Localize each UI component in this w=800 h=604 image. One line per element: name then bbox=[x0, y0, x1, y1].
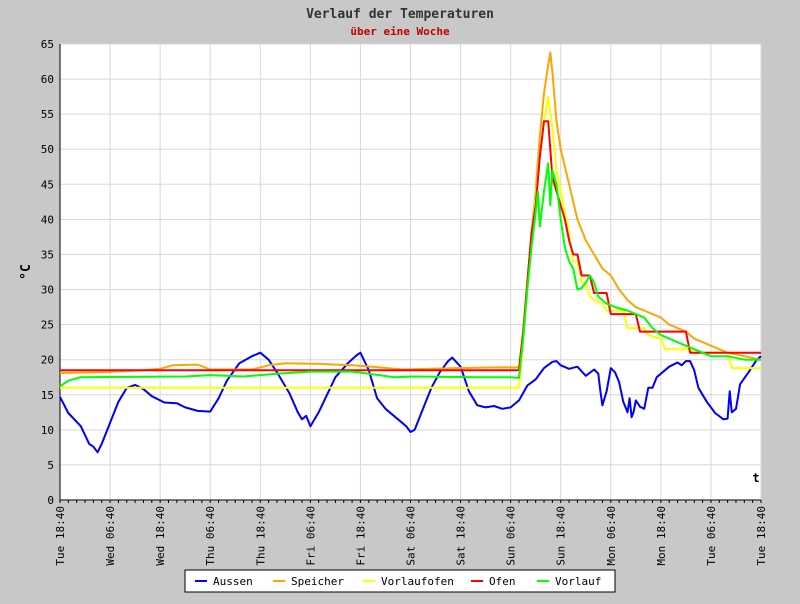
chart-subtitle: über eine Woche bbox=[350, 25, 450, 38]
legend-label-vorlaufofen: Vorlaufofen bbox=[381, 575, 454, 588]
x-axis-label: t bbox=[752, 471, 759, 485]
y-tick-label: 65 bbox=[41, 38, 54, 51]
y-tick-label: 25 bbox=[41, 319, 54, 332]
x-tick-label: Fri 06:40 bbox=[304, 506, 317, 566]
y-tick-label: 30 bbox=[41, 284, 54, 297]
series-line-ofen bbox=[60, 120, 761, 372]
x-tick-label: Sat 06:40 bbox=[405, 506, 418, 566]
grid-lines bbox=[59, 43, 762, 501]
x-tick-label: Wed 06:40 bbox=[104, 506, 117, 566]
legend-label-aussen: Aussen bbox=[213, 575, 253, 588]
legend: Aussen Speicher Vorlaufofen Ofen Vorlauf bbox=[184, 569, 616, 593]
y-axis-label: °C bbox=[19, 264, 34, 280]
legend-label-speicher: Speicher bbox=[291, 575, 344, 588]
x-tick-label: Fri 18:40 bbox=[354, 506, 367, 566]
x-tick-label: Sat 18:40 bbox=[455, 506, 468, 566]
x-tick-label: Mon 06:40 bbox=[605, 506, 618, 566]
x-tick-label: Thu 18:40 bbox=[254, 506, 267, 566]
x-tick-label: Mon 18:40 bbox=[655, 506, 668, 566]
chart-title: Verlauf der Temperaturen bbox=[306, 7, 494, 22]
y-tick-label: 40 bbox=[41, 213, 54, 226]
y-tick-label: 60 bbox=[41, 73, 54, 86]
legend-label-vorlauf: Vorlauf bbox=[555, 575, 601, 588]
y-tick-label: 15 bbox=[41, 389, 54, 402]
x-tick-label: Thu 06:40 bbox=[204, 506, 217, 566]
axes: 0 5 10 15 20 25 30 35 40 45 50 55 60 65 Tue 18:40 Wed 0… bbox=[41, 38, 768, 566]
y-tick-label: 35 bbox=[41, 248, 54, 261]
y-tick-label: 5 bbox=[47, 459, 54, 472]
y-tick-label: 10 bbox=[41, 424, 54, 437]
legend-box bbox=[184, 569, 616, 593]
y-tick-label: 55 bbox=[41, 108, 54, 121]
x-tick-label: Wed 18:40 bbox=[154, 506, 167, 566]
series-lines bbox=[59, 51, 762, 454]
y-tick-label: 45 bbox=[41, 178, 54, 191]
y-tick-label: 0 bbox=[47, 494, 54, 507]
y-tick-label: 20 bbox=[41, 354, 54, 367]
x-tick-label: Tue 18:40 bbox=[54, 506, 67, 566]
series-line-speicher bbox=[59, 51, 762, 374]
legend-label-ofen: Ofen bbox=[489, 575, 516, 588]
x-tick-label: Sun 18:40 bbox=[555, 506, 568, 566]
x-tick-label: Tue 06:40 bbox=[705, 506, 718, 566]
x-tick-label: Tue 18:40 bbox=[755, 506, 768, 566]
y-tick-label: 50 bbox=[41, 143, 54, 156]
series-line-vorlauf bbox=[59, 162, 761, 388]
series-line-aussen bbox=[59, 351, 762, 454]
x-tick-label: Sun 06:40 bbox=[505, 506, 518, 566]
